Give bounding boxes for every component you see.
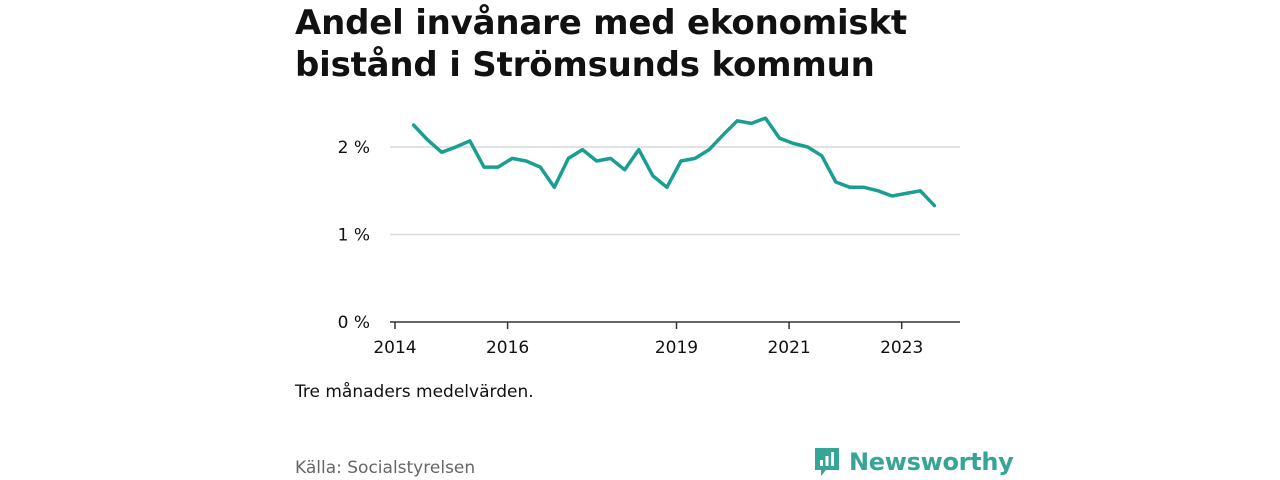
line-chart: 0 % 1 % 2 % 2014 2016 2019 2021 2023 [338,116,960,358]
brand-name: Newsworthy [849,448,1014,476]
y-tick-label: 1 % [338,226,370,246]
x-axis-ticks: 2014 2016 2019 2021 2023 [373,322,923,358]
chart-title: Andel invånare med ekonomiskt bistånd i … [295,3,907,85]
x-tick-label: 2021 [767,338,810,358]
x-tick-label: 2019 [655,338,698,358]
newsworthy-logo-icon [815,448,839,476]
source-text: Källa: Socialstyrelsen [295,458,476,478]
brand-logo: Newsworthy [813,446,1014,478]
x-tick-label: 2014 [373,338,416,358]
series-line [411,116,937,208]
x-tick-label: 2023 [880,338,923,358]
y-axis-labels: 0 % 1 % 2 % [338,138,370,333]
x-tick-label: 2016 [486,338,529,358]
chart-note: Tre månaders medelvärden. [295,382,534,402]
y-tick-label: 2 % [338,138,370,158]
gridlines [390,146,960,236]
y-tick-label: 0 % [338,313,370,333]
